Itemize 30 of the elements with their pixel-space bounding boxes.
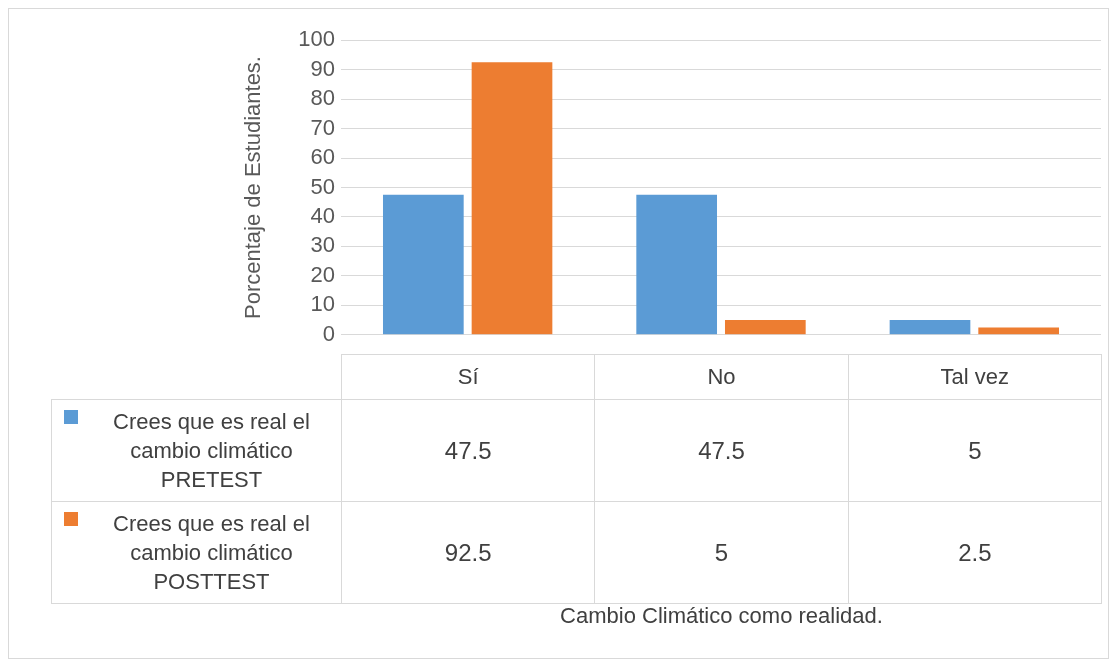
bar <box>889 320 971 335</box>
data-label: 5 <box>594 501 849 604</box>
text: Cambio Climático como realidad. <box>559 603 884 629</box>
bar <box>382 194 464 335</box>
y-tick-label: 30 <box>310 232 335 258</box>
data-label: 92.5 <box>341 501 595 604</box>
data-label: 2.5 <box>848 501 1102 604</box>
data-label: 5 <box>848 399 1102 502</box>
y-tick-label: 20 <box>310 261 335 287</box>
y-tick-label: 40 <box>310 203 335 229</box>
legend-label: Crees que es real el cambio climático POSTTEST <box>112 510 311 596</box>
y-tick-label: 10 <box>310 291 335 317</box>
bar <box>978 327 1060 335</box>
x-tick-label: Sí <box>341 354 595 400</box>
legend-label: Crees que es real el cambio climático PRETEST <box>112 408 311 494</box>
y-tick-label: 90 <box>310 55 335 81</box>
data-label: 47.5 <box>594 399 849 502</box>
x-tick-label: Tal vez <box>848 354 1102 400</box>
bar <box>724 320 806 335</box>
y-axis-title: Porcentaje de Estudiantes. <box>240 56 266 319</box>
bar <box>471 62 553 335</box>
data-label: 47.5 <box>341 399 595 502</box>
y-tick-label: 80 <box>310 85 335 111</box>
y-tick-label: 0 <box>322 320 335 346</box>
y-tick-label: 60 <box>310 144 335 170</box>
y-tick-label: 100 <box>298 26 335 52</box>
y-tick-label: 70 <box>310 114 335 140</box>
x-tick-label: No <box>594 354 849 400</box>
bar <box>636 194 718 335</box>
y-tick-label: 50 <box>310 173 335 199</box>
